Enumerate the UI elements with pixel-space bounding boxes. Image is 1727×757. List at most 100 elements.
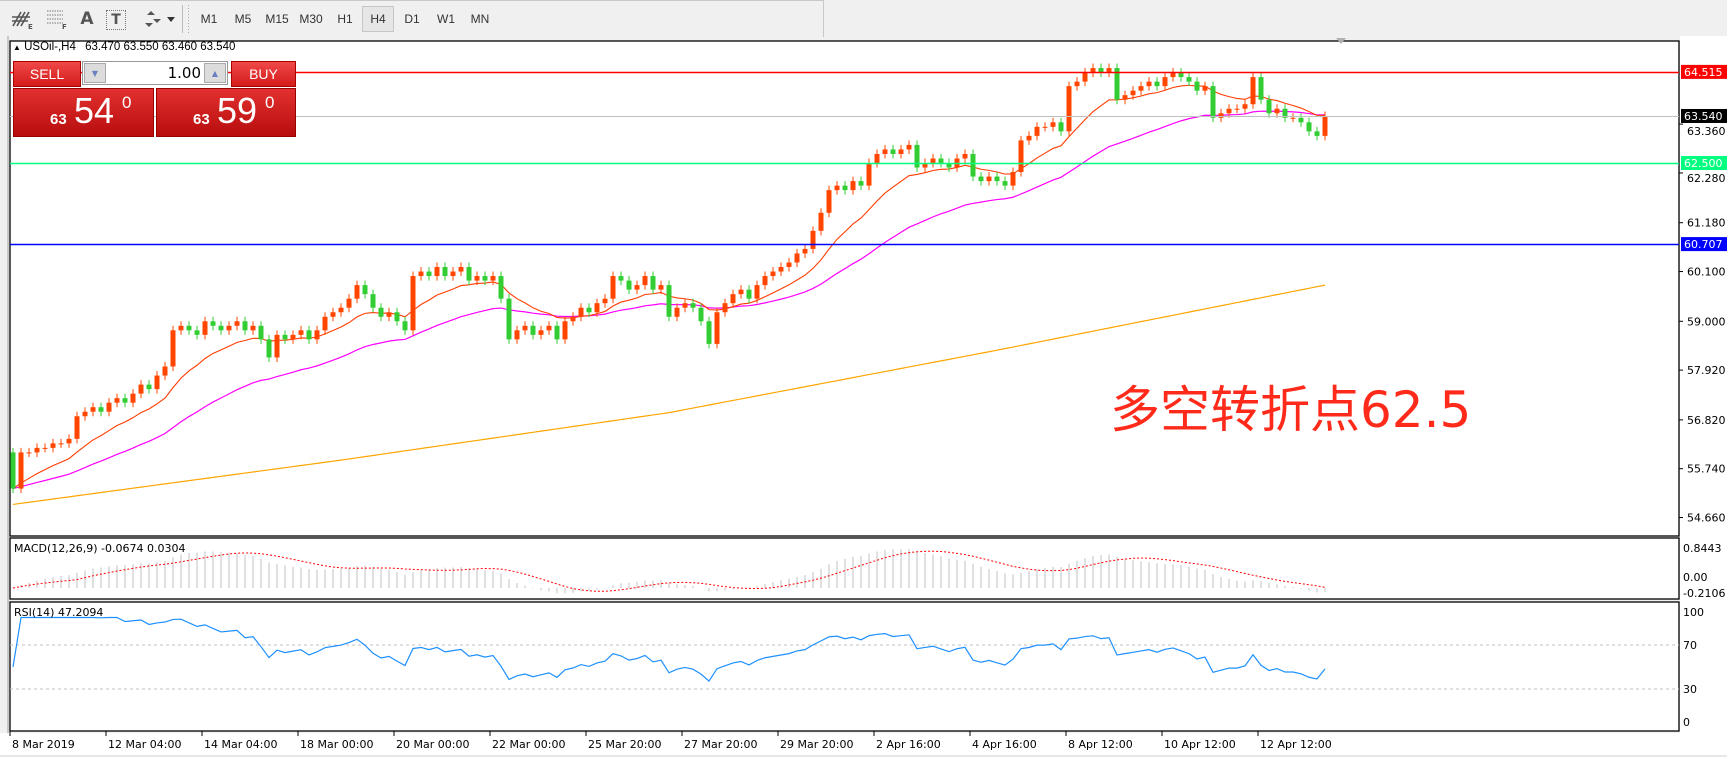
toolbar-grip[interactable]: [188, 5, 189, 33]
price-tick-label: 55.740: [1687, 463, 1726, 476]
price-line-label: 63.540: [1684, 110, 1723, 123]
timeframe-d1[interactable]: D1: [404, 12, 420, 26]
sell-price-button[interactable]: 63 54 0: [13, 88, 154, 137]
time-tick-label: 29 Mar 20:00: [780, 738, 853, 751]
candle-body: [698, 307, 704, 322]
timeframe-m5[interactable]: M5: [234, 12, 252, 26]
candle-body: [402, 321, 408, 331]
candle-body: [26, 452, 32, 454]
candle-body: [1258, 77, 1264, 100]
candle-body: [434, 267, 440, 277]
increase-lot-button[interactable]: ▲: [204, 63, 226, 83]
buy-big-figure: 63: [193, 111, 210, 128]
expert-objects-icon[interactable]: E: [10, 6, 36, 32]
toolbar-separator: [182, 5, 183, 33]
buy-button[interactable]: BUY: [231, 61, 296, 87]
time-axis-area: [0, 733, 1727, 757]
rsi-tick-label: 100: [1683, 606, 1704, 619]
candle-body: [530, 325, 536, 335]
price-tick-label: 63.360: [1687, 125, 1726, 138]
decrease-lot-button[interactable]: ▼: [84, 63, 106, 83]
candle-body: [978, 176, 984, 182]
price-tick-label: 61.180: [1687, 217, 1726, 230]
candle-body: [1154, 81, 1160, 87]
candle-body: [1130, 90, 1136, 96]
candle-body: [730, 294, 736, 304]
candle-body: [18, 452, 24, 489]
candle-body: [874, 153, 880, 164]
candle-body: [1146, 81, 1152, 87]
candle-body: [690, 303, 696, 308]
candle-body: [682, 303, 688, 308]
time-tick-label: 14 Mar 04:00: [204, 738, 277, 751]
candle-body: [226, 325, 232, 331]
timeframe-m1[interactable]: M1: [200, 12, 218, 26]
candle-body: [994, 176, 1000, 182]
candle-body: [842, 185, 848, 191]
candle-body: [1042, 126, 1048, 128]
candle-body: [970, 153, 976, 177]
lot-size-input[interactable]: 1.00: [167, 64, 201, 82]
collapse-triangle-icon[interactable]: ▲: [13, 43, 21, 52]
price-line-label-bg: [1681, 64, 1727, 79]
candle-body: [178, 325, 184, 331]
timeframe-w1[interactable]: W1: [437, 12, 455, 26]
candle-body: [1114, 68, 1120, 100]
candle-body: [1202, 86, 1208, 91]
candle-body: [426, 271, 432, 277]
candle-body: [706, 321, 712, 344]
candle-body: [570, 316, 576, 322]
candle-body: [786, 262, 792, 268]
candle-body: [1066, 86, 1072, 132]
lot-size-stepper[interactable]: ▼ 1.00 ▲: [82, 61, 228, 85]
arrows-icon[interactable]: [142, 6, 178, 32]
candle-body: [594, 303, 600, 313]
candle-body: [562, 321, 568, 340]
candle-body: [250, 325, 256, 331]
symbol-label: USOil-,H4: [24, 41, 76, 53]
timeframe-mn[interactable]: MN: [470, 12, 490, 26]
candle-body: [210, 321, 216, 326]
candle-body: [1018, 140, 1024, 173]
chart-annotation: 多空转折点62.5: [1110, 381, 1472, 439]
candle-body: [1050, 122, 1056, 127]
text-label-icon[interactable]: T: [106, 10, 126, 30]
candle-body: [10, 452, 16, 489]
candle-body: [906, 144, 912, 150]
candle-body: [794, 253, 800, 263]
time-tick-label: 18 Mar 00:00: [300, 738, 373, 751]
time-tick-label: 8 Mar 2019: [12, 738, 75, 751]
candle-body: [1290, 117, 1296, 119]
timeframe-h4[interactable]: H4: [362, 6, 394, 32]
buy-pips: 59: [217, 90, 258, 131]
time-tick-label: 2 Apr 16:00: [876, 738, 941, 751]
candle-body: [802, 248, 808, 254]
fibonacci-icon[interactable]: F: [44, 6, 70, 32]
candle-body: [890, 149, 896, 154]
candle-body: [554, 325, 560, 340]
candle-body: [490, 276, 496, 281]
sell-button[interactable]: SELL: [13, 61, 81, 87]
candle-body: [242, 321, 248, 331]
time-tick-label: 25 Mar 20:00: [588, 738, 661, 751]
candle-body: [946, 163, 952, 168]
timeframe-m30[interactable]: M30: [299, 12, 323, 26]
rsi-panel: [9, 601, 1680, 732]
candle-body: [74, 416, 80, 439]
text-icon[interactable]: A: [80, 9, 94, 29]
candle-body: [914, 144, 920, 168]
timeframe-h1[interactable]: H1: [337, 12, 353, 26]
candle-body: [418, 271, 424, 277]
candle-body: [1026, 135, 1032, 141]
candle-body: [1090, 68, 1096, 73]
svg-text:F: F: [62, 23, 67, 30]
macd-max-label: 0.8443: [1683, 542, 1722, 555]
candle-body: [322, 316, 328, 331]
timeframe-m15[interactable]: M15: [265, 12, 289, 26]
candle-body: [154, 375, 160, 390]
candle-body: [482, 276, 488, 281]
candle-body: [66, 438, 72, 444]
sell-fraction: 0: [122, 93, 132, 112]
buy-price-button[interactable]: 63 59 0: [156, 88, 296, 137]
sell-pips: 54: [74, 90, 115, 131]
